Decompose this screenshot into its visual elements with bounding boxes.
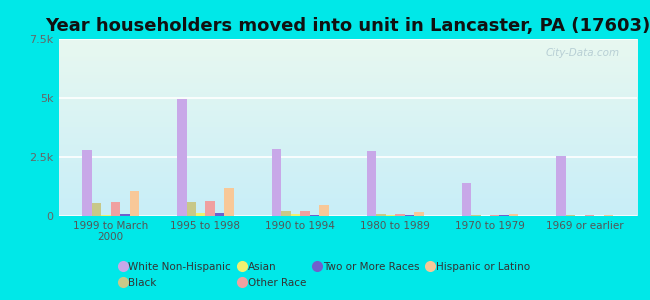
Bar	[471, 215, 480, 216]
Bar	[205, 201, 215, 216]
Bar	[414, 212, 424, 216]
Bar	[405, 215, 414, 216]
Bar	[376, 214, 385, 216]
Bar	[101, 215, 111, 216]
Text: City-Data.com: City-Data.com	[545, 48, 619, 58]
Bar	[556, 156, 566, 216]
Bar	[462, 183, 471, 216]
Bar	[215, 213, 224, 216]
Bar	[111, 202, 120, 216]
Bar	[129, 191, 139, 216]
Bar	[499, 215, 509, 216]
Bar	[120, 214, 129, 216]
Legend: White Non-Hispanic, Black, Asian, Other Race, Two or More Races, Hispanic or Lat: White Non-Hispanic, Black, Asian, Other …	[116, 258, 534, 292]
Bar	[585, 215, 594, 216]
Bar	[310, 215, 319, 216]
Bar	[604, 215, 614, 216]
Bar	[177, 99, 187, 216]
Bar	[367, 151, 376, 216]
Bar	[490, 215, 499, 216]
Bar	[509, 214, 519, 216]
Bar	[272, 149, 281, 216]
Bar	[82, 150, 92, 216]
Bar	[291, 214, 300, 216]
Bar	[385, 215, 395, 216]
Bar	[300, 211, 310, 216]
Bar	[566, 215, 575, 216]
Bar	[224, 188, 234, 216]
Bar	[319, 205, 329, 216]
Title: Year householders moved into unit in Lancaster, PA (17603): Year householders moved into unit in Lan…	[45, 17, 650, 35]
Bar	[196, 213, 205, 216]
Bar	[92, 203, 101, 216]
Bar	[187, 202, 196, 216]
Bar	[281, 211, 291, 216]
Bar	[395, 214, 405, 216]
